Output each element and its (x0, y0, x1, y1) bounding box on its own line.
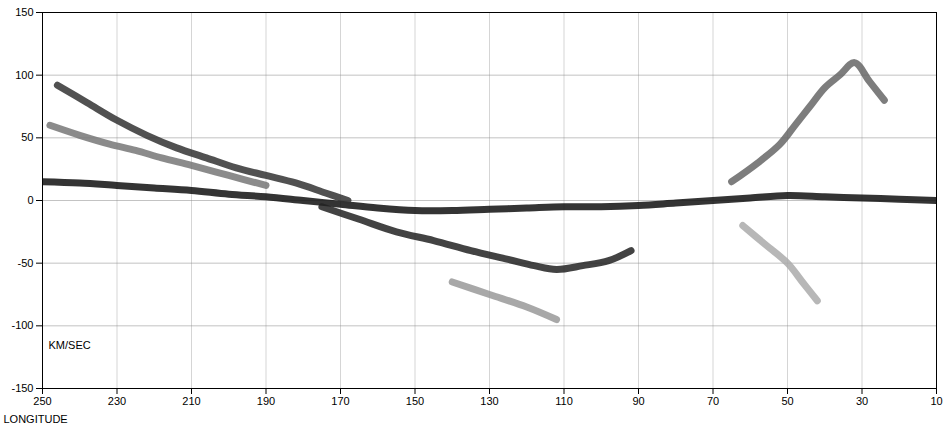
svg-text:150: 150 (15, 6, 33, 18)
svg-text:210: 210 (182, 395, 200, 407)
svg-text:50: 50 (21, 131, 33, 143)
svg-text:90: 90 (632, 395, 644, 407)
svg-text:70: 70 (707, 395, 719, 407)
svg-text:10: 10 (930, 395, 942, 407)
svg-text:0: 0 (27, 194, 33, 206)
svg-text:170: 170 (331, 395, 349, 407)
svg-text:100: 100 (15, 69, 33, 81)
svg-text:50: 50 (781, 395, 793, 407)
svg-text:-100: -100 (11, 319, 33, 331)
svg-text:190: 190 (257, 395, 275, 407)
svg-text:250: 250 (33, 395, 51, 407)
svg-text:-50: -50 (18, 257, 34, 269)
svg-text:-150: -150 (11, 382, 33, 394)
svg-text:KM/SEC: KM/SEC (49, 339, 91, 351)
svg-text:30: 30 (856, 395, 868, 407)
svg-text:130: 130 (480, 395, 498, 407)
svg-text:230: 230 (108, 395, 126, 407)
svg-text:150: 150 (406, 395, 424, 407)
svg-text:LONGITUDE: LONGITUDE (4, 413, 68, 425)
svg-text:110: 110 (555, 395, 573, 407)
